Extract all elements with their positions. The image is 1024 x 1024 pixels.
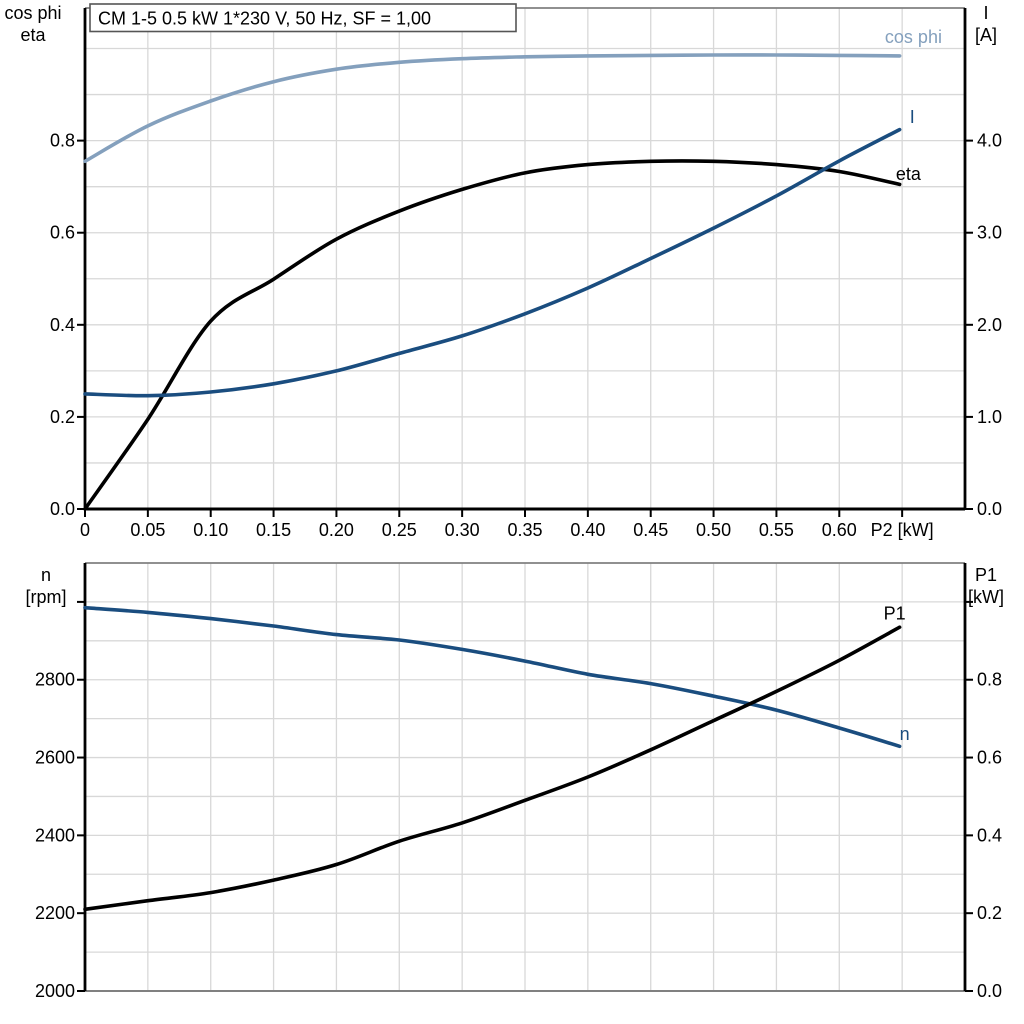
x-tick-label: 0.10 [193,520,228,540]
x-tick-label: 0.25 [382,520,417,540]
x-tick-label: 0.55 [759,520,794,540]
top-chart: 0 0.05 0.10 0.15 0.20 0.25 0.30 0.35 0.40 0.45 0.5… [4,3,1002,540]
right-axis-title: I [983,3,988,23]
left-tick-label: 0.0 [50,499,75,519]
vertical-gridlines [147,563,903,991]
series-label-I: I [910,107,915,127]
series-label-n: n [900,724,910,744]
left-axis-title: cos phi [4,3,61,23]
x-axis-title: P2 [kW] [871,520,934,540]
x-tick-label: 0.20 [319,520,354,540]
horizontal-gridlines [85,47,965,464]
left-axis-ticks: 0.0 0.2 0.4 0.6 0.8 [50,131,85,519]
right-tick-label: 0.2 [977,903,1002,923]
x-tick-label: 0.45 [633,520,668,540]
series-n [83,605,902,749]
x-tick-label: 0.05 [130,520,165,540]
vertical-gridlines [147,8,903,509]
series-cos-phi [83,53,902,164]
x-tick-label: 0.30 [445,520,480,540]
right-axis-title: [kW] [968,587,1004,607]
bottom-chart: 200022002400260028000.00.20.40.60.8n[rpm… [25,562,1004,1001]
left-tick-label: 0.2 [50,407,75,427]
horizontal-gridlines [85,601,965,953]
x-tick-label: 0.60 [822,520,857,540]
left-tick-label: 2800 [35,670,75,690]
chart-title-box: CM 1-5 0.5 kW 1*230 V, 50 Hz, SF = 1,00 [89,3,517,33]
left-tick-label: 0.8 [50,131,75,151]
right-axis-ticks: 0.0 0.2 0.4 0.6 0.8 [965,600,1002,1001]
chart-title: CM 1-5 0.5 kW 1*230 V, 50 Hz, SF = 1,00 [98,9,431,29]
series-I [83,127,902,398]
title-box-frame [89,3,517,33]
left-tick-label: 2400 [35,825,75,845]
series-label-cos-phi: cos phi [885,27,942,47]
left-axis-title: eta [20,25,46,45]
x-tick-label: 0.40 [570,520,605,540]
series-eta [83,159,902,511]
left-axis-title: [rpm] [25,587,66,607]
right-tick-label: 0.6 [977,748,1002,768]
series-label-eta: eta [896,164,922,184]
right-axis-ticks: 0.0 1.0 2.0 3.0 4.0 [965,131,1002,519]
right-tick-label: 3.0 [977,223,1002,243]
right-tick-label: 0.4 [977,825,1002,845]
right-axis-title: P1 [975,565,997,585]
right-tick-label: 0.0 [977,499,1002,519]
left-tick-label: 0.4 [50,315,75,335]
left-tick-label: 0.6 [50,223,75,243]
left-tick-label: 2000 [35,981,75,1001]
x-tick-label: 0 [80,520,90,540]
series-P1 [83,625,902,912]
x-tick-label: 0.50 [696,520,731,540]
left-axis-ticks: 2000 2200 2400 2600 2800 [35,600,85,1001]
right-tick-label: 0.0 [977,981,1002,1001]
left-tick-label: 2200 [35,903,75,923]
right-tick-label: 1.0 [977,407,1002,427]
right-tick-label: 0.8 [977,670,1002,690]
right-tick-label: 2.0 [977,315,1002,335]
x-tick-label: 0.15 [256,520,291,540]
right-axis-title: [A] [975,25,997,45]
left-axis-title: n [41,565,51,585]
left-tick-label: 2600 [35,748,75,768]
right-tick-label: 4.0 [977,131,1002,151]
x-tick-label: 0.35 [507,520,542,540]
x-ticks: 0 0.05 0.10 0.15 0.20 0.25 0.30 0.35 0.40 0.45 0.5… [80,509,934,540]
series-label-P1: P1 [884,603,906,623]
